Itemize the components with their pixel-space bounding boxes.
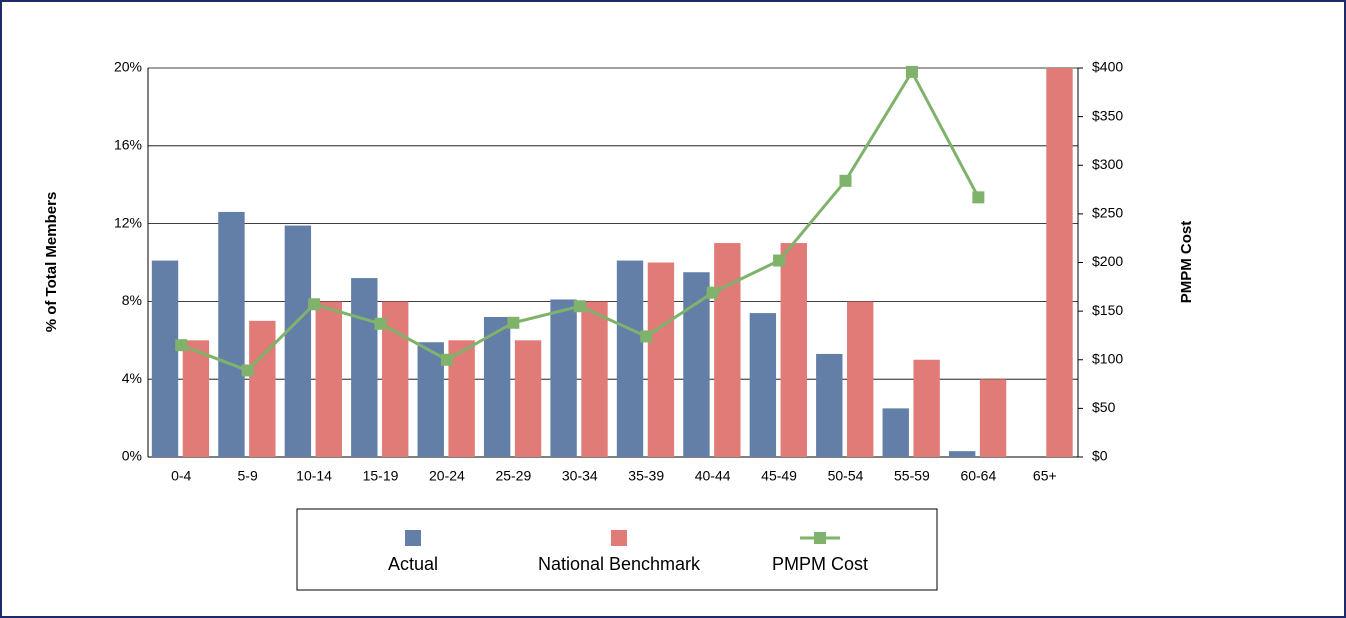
marker [374, 317, 387, 330]
bar [816, 353, 843, 457]
legend-marker [814, 532, 826, 544]
bar [780, 243, 807, 457]
marker [773, 254, 786, 267]
marker [308, 298, 321, 311]
y2-tick-label: $100 [1092, 350, 1123, 366]
x-tick-label: 45-49 [761, 468, 797, 484]
bar [151, 260, 179, 457]
bar [683, 272, 710, 457]
bar [249, 320, 276, 457]
bar [182, 340, 210, 457]
legend-label: PMPM Cost [772, 554, 868, 574]
x-tick-label: 40-44 [695, 468, 731, 484]
legend-label: Actual [388, 554, 438, 574]
legend-swatch [405, 530, 421, 546]
y2-tick-label: $400 [1092, 59, 1123, 75]
bar [218, 211, 245, 457]
y-tick-label: 4% [122, 370, 142, 386]
legend-box [296, 508, 938, 591]
bar [714, 243, 741, 457]
y2-axis-title: PMPM Cost [1178, 221, 1195, 304]
bar [351, 278, 378, 457]
bar [550, 299, 577, 457]
marker [241, 364, 254, 377]
bar [417, 342, 444, 457]
y-tick-label: 20% [114, 59, 142, 75]
y-tick-label: 8% [122, 292, 142, 308]
y-tick-label: 16% [114, 137, 142, 153]
x-tick-label: 5-9 [238, 468, 258, 484]
marker [573, 300, 586, 313]
y2-tick-label: $50 [1092, 399, 1116, 415]
marker [440, 353, 453, 366]
x-tick-label: 20-24 [429, 468, 465, 484]
bar [284, 225, 312, 457]
x-tick-label: 60-64 [960, 468, 996, 484]
marker [640, 330, 653, 343]
x-tick-label: 25-29 [495, 468, 531, 484]
marker [706, 286, 719, 299]
bar [882, 408, 909, 457]
bar [847, 301, 874, 457]
bar [647, 262, 675, 457]
marker [839, 174, 852, 187]
marker [905, 65, 918, 78]
y2-tick-label: $200 [1092, 253, 1123, 269]
y2-tick-label: $350 [1092, 107, 1123, 123]
bar [749, 313, 777, 457]
y-tick-label: 0% [122, 448, 142, 464]
x-tick-label: 30-34 [562, 468, 598, 484]
legend-swatch [611, 530, 627, 546]
marker [175, 339, 188, 352]
x-tick-label: 65+ [1033, 468, 1057, 484]
y-axis-title: % of Total Members [43, 192, 60, 333]
bar [979, 379, 1007, 457]
y2-tick-label: $300 [1092, 156, 1123, 172]
x-tick-label: 55-59 [894, 468, 930, 484]
x-tick-label: 50-54 [828, 468, 864, 484]
bar [616, 260, 644, 457]
bar [1046, 68, 1073, 457]
bar [581, 301, 608, 457]
bar [514, 340, 542, 457]
marker [972, 191, 985, 204]
x-tick-label: 35-39 [628, 468, 664, 484]
x-tick-label: 10-14 [296, 468, 332, 484]
y-tick-label: 12% [114, 214, 142, 230]
y2-tick-label: $150 [1092, 302, 1123, 318]
bar [948, 451, 976, 457]
legend-label: National Benchmark [538, 554, 701, 574]
marker [507, 316, 520, 329]
bar [483, 316, 511, 457]
x-tick-label: 0-4 [171, 468, 191, 484]
y2-tick-label: $250 [1092, 205, 1123, 221]
x-tick-label: 15-19 [363, 468, 399, 484]
bar [913, 359, 940, 457]
bar [315, 301, 342, 457]
y2-tick-label: $0 [1092, 448, 1108, 464]
